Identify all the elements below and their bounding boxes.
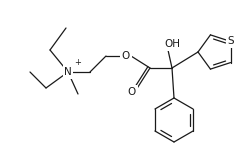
Text: +: + — [75, 58, 81, 66]
Text: O: O — [128, 87, 136, 97]
Text: N: N — [64, 67, 72, 77]
Text: S: S — [227, 36, 234, 46]
Text: O: O — [122, 51, 130, 61]
Text: OH: OH — [164, 39, 180, 49]
